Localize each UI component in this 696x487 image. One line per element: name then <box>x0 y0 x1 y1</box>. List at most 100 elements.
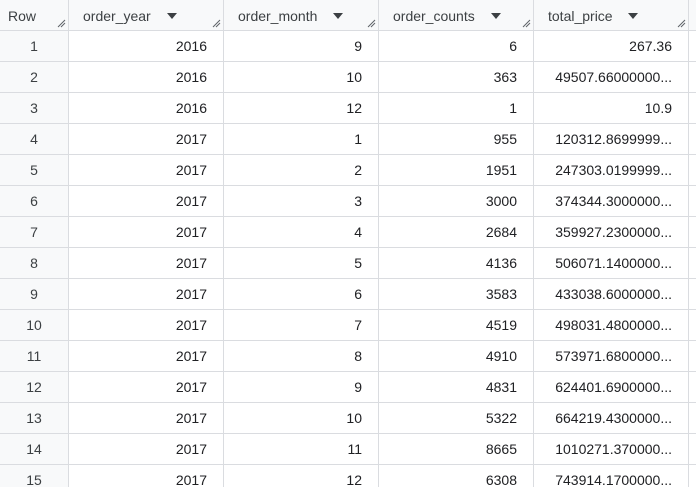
table-row[interactable]: 8 2017 5 4136 506071.1400000... <box>0 248 696 279</box>
order-counts-cell[interactable]: 1951 <box>379 155 534 186</box>
row-number-cell[interactable]: 2 <box>0 62 69 93</box>
column-resize-icon[interactable] <box>212 19 221 28</box>
order-month-cell[interactable]: 11 <box>224 434 379 465</box>
order-year-cell[interactable]: 2017 <box>69 465 224 487</box>
table-row[interactable]: 14 2017 11 8665 1010271.370000... <box>0 434 696 465</box>
row-number-cell[interactable]: 10 <box>0 310 69 341</box>
order-counts-cell[interactable]: 4910 <box>379 341 534 372</box>
row-number-cell[interactable]: 4 <box>0 124 69 155</box>
order-counts-cell[interactable]: 4831 <box>379 372 534 403</box>
order-year-cell[interactable]: 2017 <box>69 341 224 372</box>
column-header-total-price[interactable]: total_price <box>534 0 689 31</box>
order-counts-cell[interactable]: 6308 <box>379 465 534 487</box>
row-number-cell[interactable]: 6 <box>0 186 69 217</box>
order-counts-cell[interactable]: 2684 <box>379 217 534 248</box>
total-price-cell[interactable]: 374344.3000000... <box>534 186 689 217</box>
row-number-cell[interactable]: 12 <box>0 372 69 403</box>
total-price-cell[interactable]: 664219.4300000... <box>534 403 689 434</box>
table-row[interactable]: 12 2017 9 4831 624401.6900000... <box>0 372 696 403</box>
table-row[interactable]: 1 2016 9 6 267.36 <box>0 31 696 62</box>
order-month-cell[interactable]: 9 <box>224 31 379 62</box>
order-month-cell[interactable]: 3 <box>224 186 379 217</box>
table-row[interactable]: 9 2017 6 3583 433038.6000000... <box>0 279 696 310</box>
order-counts-cell[interactable]: 5322 <box>379 403 534 434</box>
total-price-cell[interactable]: 49507.66000000... <box>534 62 689 93</box>
row-number-cell[interactable]: 11 <box>0 341 69 372</box>
order-month-cell[interactable]: 2 <box>224 155 379 186</box>
order-month-cell[interactable]: 10 <box>224 403 379 434</box>
column-header-order-year[interactable]: order_year <box>69 0 224 31</box>
row-number-cell[interactable]: 5 <box>0 155 69 186</box>
order-counts-cell[interactable]: 8665 <box>379 434 534 465</box>
row-number-cell[interactable]: 3 <box>0 93 69 124</box>
column-header-order-month[interactable]: order_month <box>224 0 379 31</box>
order-year-cell[interactable]: 2017 <box>69 403 224 434</box>
column-resize-icon[interactable] <box>677 19 686 28</box>
order-month-cell[interactable]: 6 <box>224 279 379 310</box>
row-number-cell[interactable]: 9 <box>0 279 69 310</box>
chevron-down-icon[interactable] <box>490 13 501 20</box>
order-year-cell[interactable]: 2017 <box>69 248 224 279</box>
order-month-cell[interactable]: 5 <box>224 248 379 279</box>
table-row[interactable]: 13 2017 10 5322 664219.4300000... <box>0 403 696 434</box>
column-header-order-counts[interactable]: order_counts <box>379 0 534 31</box>
table-row[interactable]: 3 2016 12 1 10.9 <box>0 93 696 124</box>
order-year-cell[interactable]: 2017 <box>69 124 224 155</box>
order-year-cell[interactable]: 2017 <box>69 434 224 465</box>
table-row[interactable]: 7 2017 4 2684 359927.2300000... <box>0 217 696 248</box>
order-year-cell[interactable]: 2017 <box>69 217 224 248</box>
column-resize-icon[interactable] <box>522 19 531 28</box>
order-counts-cell[interactable]: 6 <box>379 31 534 62</box>
total-price-cell[interactable]: 359927.2300000... <box>534 217 689 248</box>
table-row[interactable]: 11 2017 8 4910 573971.6800000... <box>0 341 696 372</box>
total-price-cell[interactable]: 624401.6900000... <box>534 372 689 403</box>
order-counts-cell[interactable]: 3000 <box>379 186 534 217</box>
total-price-cell[interactable]: 506071.1400000... <box>534 248 689 279</box>
order-counts-cell[interactable]: 4519 <box>379 310 534 341</box>
order-counts-cell[interactable]: 1 <box>379 93 534 124</box>
row-number-cell[interactable]: 15 <box>0 465 69 487</box>
order-month-cell[interactable]: 12 <box>224 465 379 487</box>
total-price-cell[interactable]: 247303.0199999... <box>534 155 689 186</box>
order-counts-cell[interactable]: 4136 <box>379 248 534 279</box>
order-year-cell[interactable]: 2016 <box>69 31 224 62</box>
total-price-cell[interactable]: 120312.8699999... <box>534 124 689 155</box>
row-number-cell[interactable]: 8 <box>0 248 69 279</box>
table-row[interactable]: 5 2017 2 1951 247303.0199999... <box>0 155 696 186</box>
table-row[interactable]: 6 2017 3 3000 374344.3000000... <box>0 186 696 217</box>
order-year-cell[interactable]: 2017 <box>69 155 224 186</box>
total-price-cell[interactable]: 498031.4800000... <box>534 310 689 341</box>
order-year-cell[interactable]: 2017 <box>69 279 224 310</box>
row-number-cell[interactable]: 7 <box>0 217 69 248</box>
order-year-cell[interactable]: 2016 <box>69 62 224 93</box>
chevron-down-icon[interactable] <box>628 13 639 20</box>
order-counts-cell[interactable]: 3583 <box>379 279 534 310</box>
order-year-cell[interactable]: 2016 <box>69 93 224 124</box>
total-price-cell[interactable]: 573971.6800000... <box>534 341 689 372</box>
table-row[interactable]: 2 2016 10 363 49507.66000000... <box>0 62 696 93</box>
order-year-cell[interactable]: 2017 <box>69 186 224 217</box>
order-year-cell[interactable]: 2017 <box>69 372 224 403</box>
row-number-cell[interactable]: 13 <box>0 403 69 434</box>
total-price-cell[interactable]: 267.36 <box>534 31 689 62</box>
order-month-cell[interactable]: 7 <box>224 310 379 341</box>
row-number-cell[interactable]: 1 <box>0 31 69 62</box>
column-header-row[interactable]: Row <box>0 0 69 31</box>
chevron-down-icon[interactable] <box>333 13 344 20</box>
total-price-cell[interactable]: 433038.6000000... <box>534 279 689 310</box>
order-month-cell[interactable]: 4 <box>224 217 379 248</box>
order-counts-cell[interactable]: 955 <box>379 124 534 155</box>
row-number-cell[interactable]: 14 <box>0 434 69 465</box>
order-month-cell[interactable]: 1 <box>224 124 379 155</box>
table-row[interactable]: 10 2017 7 4519 498031.4800000... <box>0 310 696 341</box>
chevron-down-icon[interactable] <box>166 13 177 20</box>
order-month-cell[interactable]: 9 <box>224 372 379 403</box>
total-price-cell[interactable]: 743914.1700000... <box>534 465 689 487</box>
column-resize-icon[interactable] <box>367 19 376 28</box>
total-price-cell[interactable]: 10.9 <box>534 93 689 124</box>
table-row[interactable]: 4 2017 1 955 120312.8699999... <box>0 124 696 155</box>
order-month-cell[interactable]: 10 <box>224 62 379 93</box>
order-year-cell[interactable]: 2017 <box>69 310 224 341</box>
total-price-cell[interactable]: 1010271.370000... <box>534 434 689 465</box>
order-month-cell[interactable]: 12 <box>224 93 379 124</box>
